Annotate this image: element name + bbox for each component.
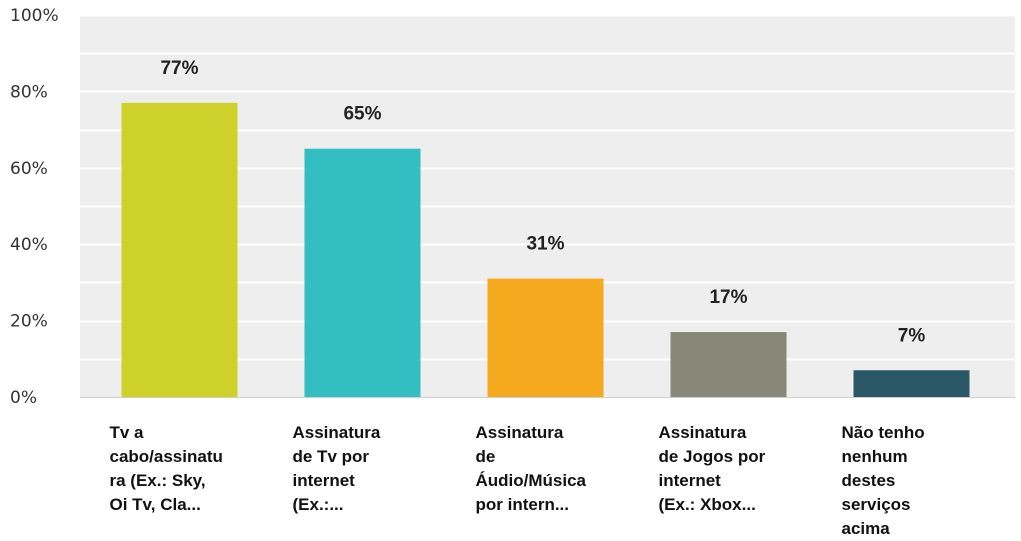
data-label: 7% — [898, 325, 926, 346]
bars — [121, 102, 970, 398]
bar — [121, 102, 238, 398]
bar — [487, 278, 604, 397]
category-label-line: acima — [842, 519, 891, 538]
category-label-line: internet — [659, 471, 722, 490]
category-label-line: Oi Tv, Cla... — [110, 495, 201, 514]
bar — [670, 332, 787, 397]
category-label-line: de Tv por — [293, 447, 370, 466]
category-label: Assinatura de Tv por internet (Ex.:... — [293, 423, 381, 514]
category-label: Não tenho nenhum destes serviços acima — [842, 423, 925, 538]
y-tick-label: 0% — [10, 388, 37, 408]
category-label: Tv a cabo/assinatu ra (Ex.: Sky, Oi Tv, Cla… — [110, 423, 223, 514]
category-label-line: Assinatura — [476, 423, 564, 442]
y-tick-label: 100% — [10, 6, 59, 26]
data-label: 17% — [709, 287, 747, 308]
category-label-line: (Ex.: Xbox... — [659, 495, 756, 514]
category-label-line: destes — [842, 471, 896, 490]
x-axis: Tv a cabo/assinatu ra (Ex.: Sky, Oi Tv, Cla… — [110, 423, 925, 538]
y-tick-label: 40% — [10, 235, 48, 255]
data-label: 31% — [526, 234, 564, 255]
category-label-line: nenhum — [842, 447, 908, 466]
category-label-line: Assinatura — [659, 423, 747, 442]
data-label: 65% — [343, 104, 381, 125]
category-label-line: serviços — [842, 495, 911, 514]
data-label: 77% — [160, 58, 198, 79]
category-label-line: (Ex.:... — [293, 495, 344, 514]
bar — [853, 370, 970, 397]
category-label-line: Não tenho — [842, 423, 925, 442]
data-labels: 77% 65% 31% 17% 7% — [160, 58, 925, 346]
category-label: Assinatura de Áudio/Música por intern... — [476, 423, 587, 514]
y-tick-label: 20% — [10, 312, 48, 332]
category-label-line: Áudio/Música — [476, 471, 587, 490]
category-label-line: internet — [293, 471, 356, 490]
y-tick-label: 80% — [10, 82, 48, 102]
category-label-line: de Jogos por — [659, 447, 766, 466]
category-label-line: Tv a — [110, 423, 145, 442]
category-label-line: Assinatura — [293, 423, 381, 442]
category-label-line: ra (Ex.: Sky, — [110, 471, 206, 490]
category-label-line: por intern... — [476, 495, 570, 514]
y-axis: 0% 20% 40% 60% 80% 100% — [10, 6, 59, 408]
category-label: Assinatura de Jogos por internet (Ex.: Xbox… — [659, 423, 766, 514]
y-tick-label: 60% — [10, 159, 48, 179]
category-label-line: de — [476, 447, 496, 466]
category-label-line: cabo/assinatu — [110, 447, 223, 466]
bar — [304, 148, 421, 397]
